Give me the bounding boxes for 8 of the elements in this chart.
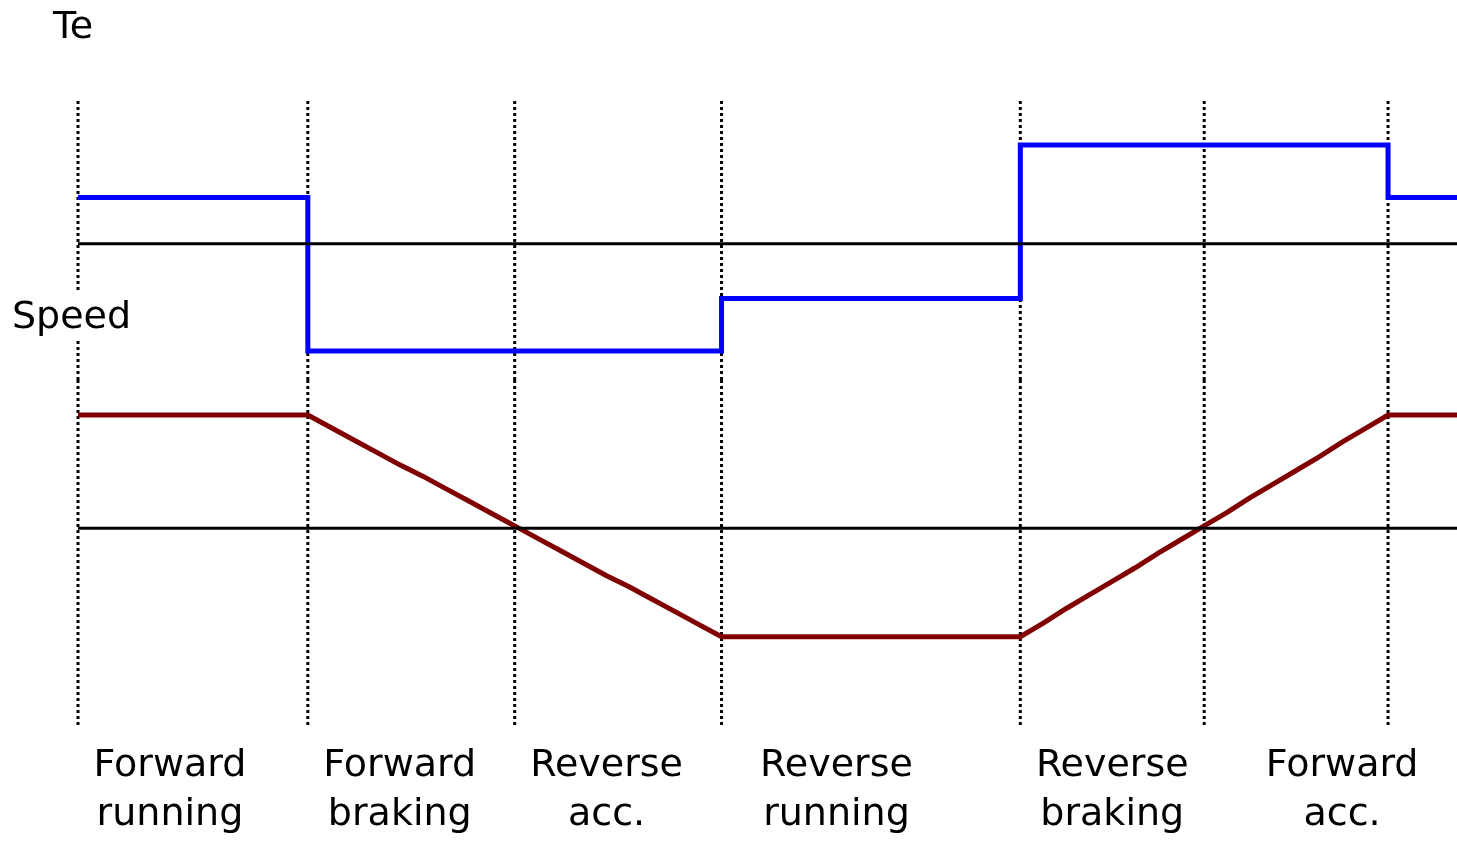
x-tick-label: Forward braking	[323, 741, 477, 835]
x-tick-label: Reverse acc.	[530, 741, 683, 835]
x-tick-label: Forward acc.	[1265, 741, 1419, 835]
x-tick-label: Reverse braking	[1035, 741, 1189, 835]
y-axis-title: Te	[52, 3, 94, 47]
x-tick-label: Reverse running	[760, 741, 913, 835]
y-axis-title: Speed	[12, 293, 132, 337]
x-tick-label: Forward running	[93, 741, 247, 835]
